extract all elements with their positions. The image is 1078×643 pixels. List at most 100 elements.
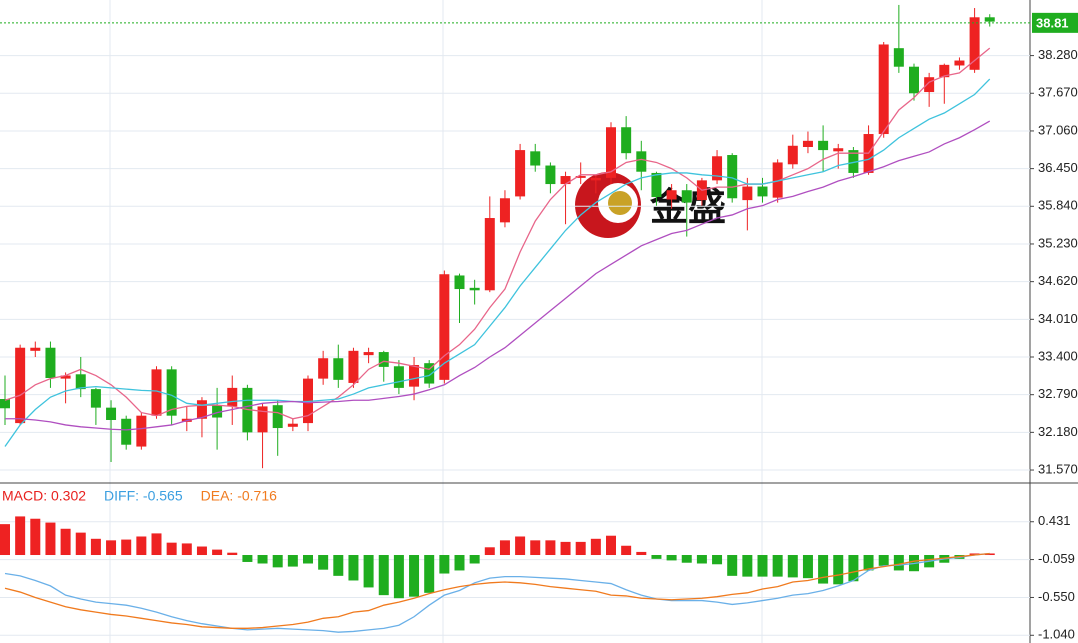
candle-body (106, 407, 117, 420)
candle-body (196, 400, 207, 419)
candle-body (802, 140, 813, 147)
macd-bar (242, 555, 253, 562)
candle-body (757, 186, 768, 197)
macd-bar (712, 555, 723, 565)
macd-bar (621, 545, 632, 556)
macd-bar (287, 555, 298, 567)
candle-body (787, 145, 798, 165)
macd-bar (454, 555, 465, 571)
candle-body (772, 162, 783, 198)
macd-bar (651, 555, 662, 559)
candle-body (651, 172, 662, 198)
macd-bar (181, 543, 192, 556)
candle-body (727, 155, 738, 199)
macd-bar (787, 555, 798, 578)
candle-body (833, 148, 844, 152)
candle-body (151, 369, 162, 416)
candle-body (560, 176, 571, 185)
candle-body (848, 150, 859, 173)
line (4, 78, 991, 447)
macd-bar (393, 555, 404, 599)
macd-bar (272, 555, 283, 568)
macd-bar (257, 555, 268, 564)
macd-bar (469, 555, 480, 564)
last-price-label: 38.81 (1036, 15, 1069, 30)
candle-body (499, 198, 510, 223)
y-tick-label: 34.010 (1038, 311, 1078, 326)
macd-bar (333, 555, 344, 576)
macd-bar (666, 555, 677, 561)
macd-bar (45, 522, 56, 556)
candle-body (227, 387, 238, 407)
macd-bar (90, 538, 101, 556)
candle-body (287, 423, 298, 427)
macd-bar (833, 555, 844, 585)
macd-bar (0, 524, 10, 556)
macd-bar (802, 555, 813, 579)
macd-bar (984, 553, 995, 556)
macd-bar (772, 555, 783, 577)
y-tick-label: 0.431 (1038, 513, 1071, 528)
macd-bar (878, 555, 889, 566)
candle-body (136, 415, 147, 447)
watermark: 金盛 (575, 172, 726, 238)
candle-body (45, 347, 56, 378)
macd-bar (681, 555, 692, 563)
line (5, 120, 991, 431)
candle-body (60, 375, 71, 379)
candle-body (166, 369, 177, 416)
y-tick-label: 36.450 (1038, 160, 1078, 175)
macd-bar (757, 555, 768, 577)
macd-bar (545, 540, 556, 556)
candle-body (590, 177, 601, 181)
y-tick-label: 35.840 (1038, 198, 1078, 213)
candle-body (378, 352, 389, 367)
y-tick-label: 37.060 (1038, 122, 1078, 137)
candle-body (606, 127, 616, 178)
candle-body (636, 151, 647, 172)
candle-body (530, 151, 541, 166)
macd-bar (409, 555, 420, 597)
candle-body (333, 358, 344, 380)
macd-bar (15, 516, 26, 556)
candle-body (272, 405, 283, 429)
macd-bar (636, 551, 647, 556)
candle-body (257, 406, 268, 433)
macd-bar (969, 553, 980, 556)
candle-body (363, 352, 374, 356)
line (4, 552, 990, 633)
macd-bar (75, 532, 86, 556)
candle-body (121, 418, 132, 445)
candle-body (621, 127, 632, 154)
macd-bar (439, 555, 450, 574)
candle-body (954, 60, 965, 66)
candle-body (469, 287, 480, 291)
macd-bar (166, 542, 177, 556)
macd-bar (848, 555, 859, 582)
macd-bar (863, 555, 874, 571)
macd-bar (60, 528, 71, 556)
candle-body (984, 17, 995, 22)
legend-text: MACD: 0.302 (2, 488, 86, 504)
macd-bar (727, 555, 738, 576)
macd-bar (742, 555, 753, 577)
macd-bar (227, 552, 238, 556)
candle-body (969, 17, 980, 70)
macd-bar (590, 538, 601, 556)
macd-bar (303, 555, 313, 564)
candle-body (439, 274, 450, 380)
candle-body (515, 150, 526, 197)
macd-bar (30, 518, 41, 556)
candle-body (818, 140, 829, 151)
macd-bar (196, 546, 207, 556)
macd-bar (136, 536, 147, 556)
macd-bar (484, 547, 495, 556)
candle-body (681, 190, 692, 203)
macd-bar (212, 549, 223, 556)
macd-bar (893, 555, 904, 571)
macd-bar (424, 555, 435, 593)
candle-body (0, 399, 10, 409)
macd-bar (606, 535, 616, 556)
candle-body (893, 48, 904, 67)
